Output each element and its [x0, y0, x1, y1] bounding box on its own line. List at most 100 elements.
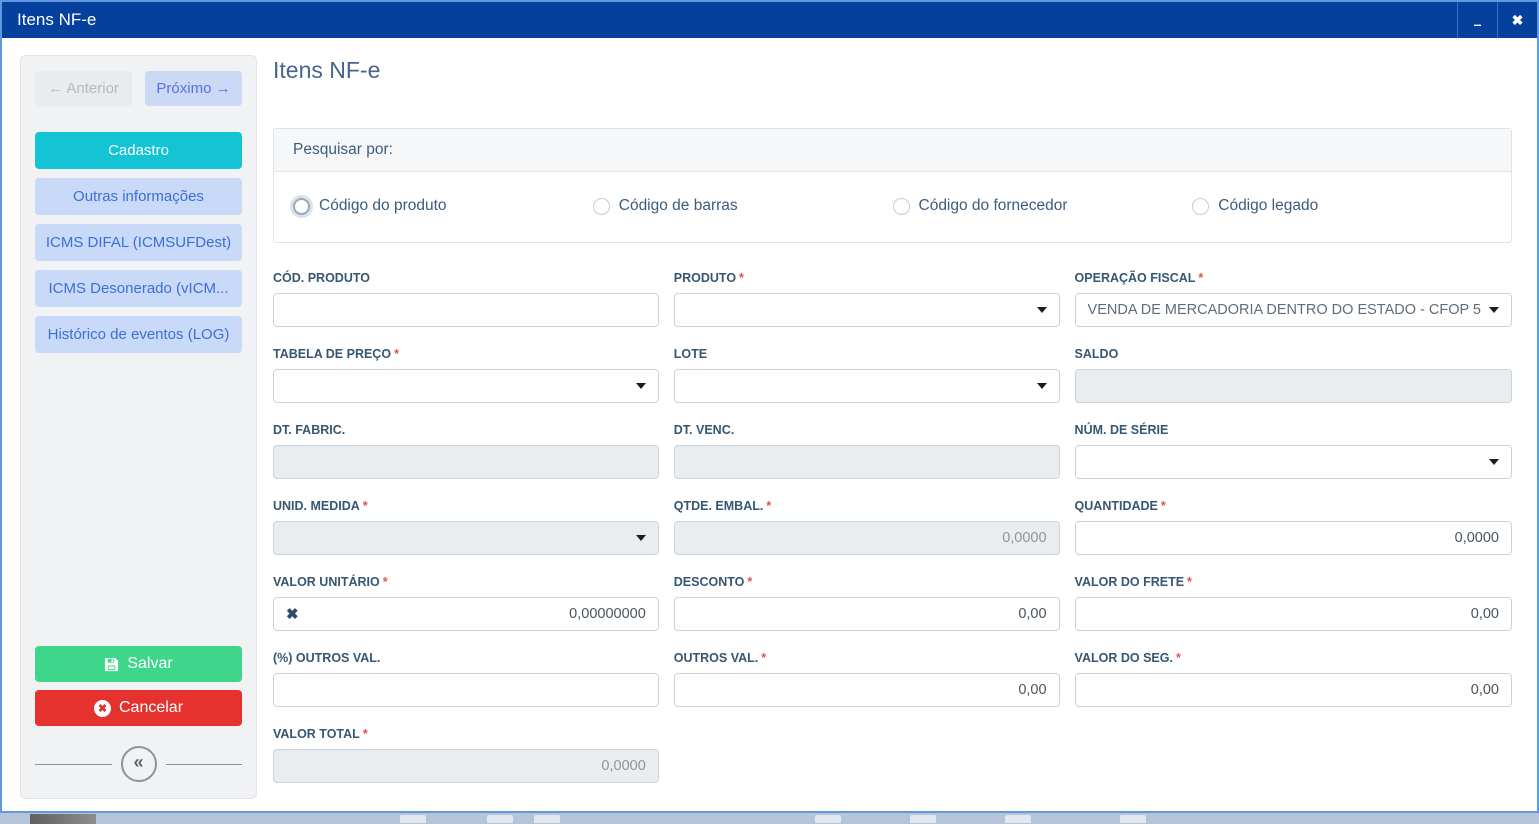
valor-unitario-input[interactable] [298, 606, 646, 622]
field-qtde-embal: QTDE. EMBAL. * [673, 499, 1060, 555]
field-dt-venc: DT. VENC. [673, 423, 1060, 479]
background-dark-block [30, 814, 96, 824]
dt-venc-input [673, 445, 1060, 479]
field-label: DESCONTO * [673, 575, 753, 589]
field-dt-fabric: DT. FABRIC. [273, 423, 659, 479]
pct-outros-val-input[interactable] [273, 673, 659, 707]
floppy-disk-icon [105, 657, 119, 671]
valor-do-frete-input[interactable] [1074, 597, 1512, 631]
field-valor-do-seg: VALOR DO SEG. * [1074, 651, 1512, 707]
divider-line [35, 763, 112, 765]
field-quantidade: QUANTIDADE * [1074, 499, 1512, 555]
background-ghost-element [400, 815, 426, 823]
field-label: NÚM. DE SÉRIE [1074, 423, 1169, 437]
double-chevron-left-icon: « [133, 752, 144, 772]
modal-titlebar: Itens NF-e – ✖ [2, 2, 1537, 38]
field-cod-produto: CÓD. PRODUTO [273, 271, 659, 327]
anterior-button[interactable]: ← Anterior [35, 71, 132, 106]
minimize-button[interactable]: – [1457, 2, 1497, 38]
cancel-button-label: Cancelar [118, 699, 184, 716]
radio-icon[interactable] [1192, 197, 1210, 215]
desconto-input[interactable] [673, 597, 1060, 631]
quantidade-input[interactable] [1074, 521, 1512, 555]
cancel-button[interactable]: ✖ Cancelar [35, 690, 242, 726]
radio-icon[interactable] [592, 197, 610, 215]
valor-total-input [273, 749, 659, 783]
valor-unitario-control: ✖ [273, 597, 659, 631]
field-label: CÓD. PRODUTO [273, 271, 370, 285]
unid-medida-select [273, 521, 659, 555]
field-valor-do-frete: VALOR DO FRETE * [1074, 575, 1512, 631]
operacao-fiscal-select[interactable]: VENDA DE MERCADORIA DENTRO DO ESTADO - C… [1074, 293, 1512, 327]
sidebar-item-outras-informacoes[interactable]: Outras informações [35, 178, 242, 215]
sidebar-item-cadastro[interactable]: Cadastro [35, 132, 242, 169]
saldo-input [1074, 369, 1512, 403]
field-label: VALOR DO FRETE * [1074, 575, 1192, 589]
pager: ← Anterior Próximo → [35, 71, 242, 106]
num-de-serie-select[interactable] [1074, 445, 1512, 479]
caret-down-icon [635, 535, 646, 541]
search-by-panel: Pesquisar por: Código do produto Código … [273, 128, 1512, 243]
field-tabela-de-preco: TABELA DE PREÇO * [273, 347, 659, 403]
field-valor-unitario: VALOR UNITÁRIO * ✖ [273, 575, 659, 631]
caret-down-icon [1036, 307, 1047, 313]
radio-option-codigo-legado[interactable]: Código legado [1192, 197, 1492, 215]
field-saldo: SALDO [1074, 347, 1512, 403]
minimize-icon: – [1473, 16, 1482, 32]
main-content: Itens NF-e Pesquisar por: Código do prod… [257, 38, 1537, 811]
sidebar-item-icms-difal[interactable]: ICMS DIFAL (ICMSUFDest) [35, 224, 242, 261]
dt-fabric-input [273, 445, 659, 479]
field-label: QUANTIDADE * [1074, 499, 1166, 513]
close-icon: ✖ [1511, 11, 1524, 28]
lote-select[interactable] [673, 369, 1060, 403]
page-title: Itens NF-e [273, 57, 381, 83]
produto-select[interactable] [673, 293, 1060, 327]
radio-icon[interactable] [892, 197, 910, 215]
field-label: PRODUTO * [673, 271, 744, 285]
field-label: DT. FABRIC. [273, 423, 346, 437]
field-label: VALOR DO SEG. * [1074, 651, 1181, 665]
radio-option-codigo-do-produto[interactable]: Código do produto [293, 197, 593, 215]
field-operacao-fiscal: OPERAÇÃO FISCAL * VENDA DE MERCADORIA DEN… [1074, 271, 1512, 327]
radio-icon[interactable] [293, 197, 310, 215]
valor-do-seg-input[interactable] [1074, 673, 1512, 707]
caret-down-icon [1489, 307, 1499, 313]
close-button[interactable]: ✖ [1497, 2, 1537, 38]
divider-line [165, 763, 242, 765]
proximo-button[interactable]: Próximo → [145, 71, 242, 106]
search-by-title: Pesquisar por: [274, 129, 1511, 172]
item-form: CÓD. PRODUTO PRODUTO * OPERAÇÃO FISCAL * V… [273, 271, 1512, 783]
empty-cell [1075, 727, 1512, 783]
field-lote: LOTE [673, 347, 1060, 403]
field-pct-outros-val: (%) OUTROS VAL. [273, 651, 659, 707]
collapse-row: « [35, 746, 242, 782]
field-unid-medida: UNID. MEDIDA * [273, 499, 659, 555]
field-label: SALDO [1074, 347, 1119, 361]
cancel-circle-x-icon: ✖ [93, 699, 111, 717]
field-label: QTDE. EMBAL. * [673, 499, 772, 513]
clear-icon[interactable]: ✖ [286, 606, 299, 623]
field-label: LOTE [673, 347, 708, 361]
field-outros-val: OUTROS VAL. * [673, 651, 1060, 707]
field-label: (%) OUTROS VAL. [273, 651, 381, 665]
sidebar-item-historico-eventos[interactable]: Histórico de eventos (LOG) [35, 316, 242, 353]
field-label: VALOR UNITÁRIO * [273, 575, 388, 589]
caret-down-icon [1489, 459, 1499, 465]
caret-down-icon [1036, 383, 1047, 389]
field-label: UNID. MEDIDA * [273, 499, 368, 513]
outros-val-input[interactable] [673, 673, 1060, 707]
caret-down-icon [635, 383, 646, 389]
sidebar-item-icms-desonerado[interactable]: ICMS Desonerado (vICM... [35, 270, 242, 307]
background-ghost-element [815, 815, 841, 823]
field-desconto: DESCONTO * [673, 575, 1060, 631]
cod-produto-input[interactable] [273, 293, 659, 327]
field-label: TABELA DE PREÇO * [273, 347, 399, 361]
save-button[interactable]: Salvar [35, 646, 242, 682]
radio-option-codigo-do-fornecedor[interactable]: Código do fornecedor [892, 197, 1193, 215]
collapse-sidebar-button[interactable]: « [120, 746, 157, 782]
search-by-options: Código do produto Código de barras Códig… [274, 172, 1511, 242]
tabela-de-preco-select[interactable] [273, 369, 659, 403]
radio-option-codigo-de-barras[interactable]: Código de barras [592, 197, 893, 215]
field-label: OPERAÇÃO FISCAL * [1074, 271, 1204, 285]
save-button-label: Salvar [127, 655, 173, 672]
